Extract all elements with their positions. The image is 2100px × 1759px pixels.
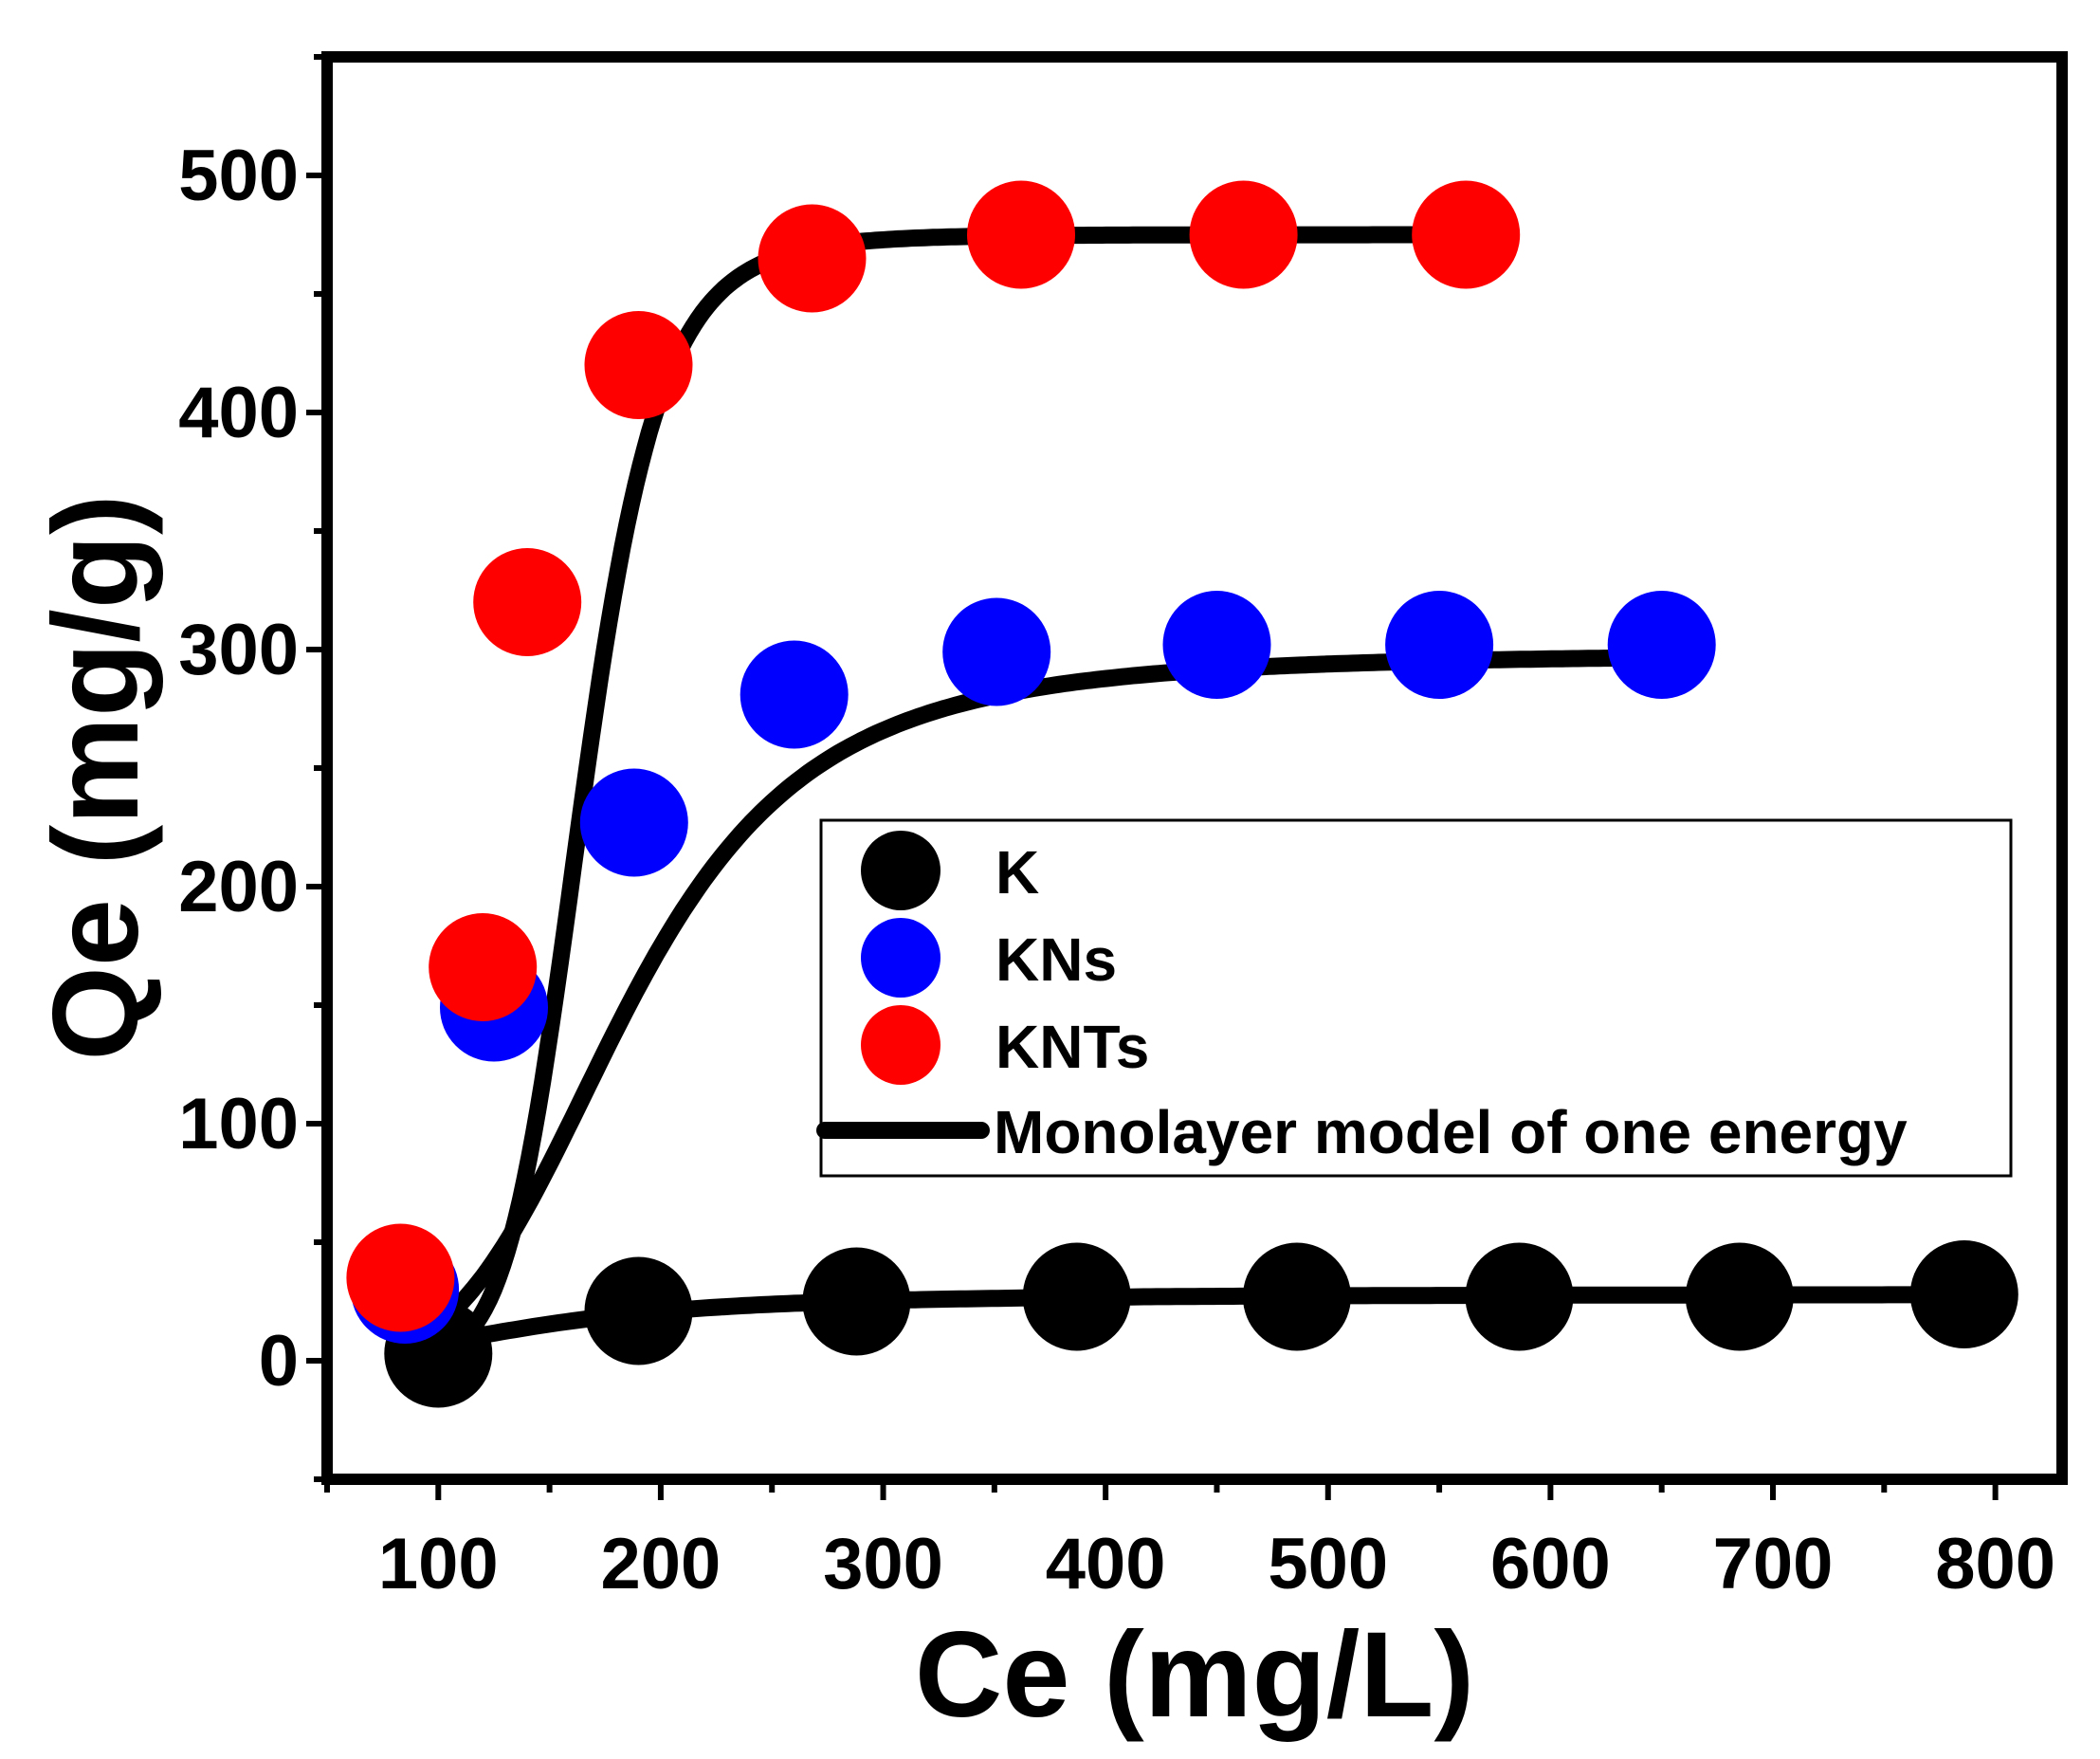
- legend-marker-kns: [861, 918, 940, 998]
- point-k: [1685, 1242, 1794, 1351]
- legend-box: [819, 818, 2013, 1178]
- point-knts: [1412, 180, 1521, 289]
- point-knts: [967, 180, 1075, 289]
- legend-marker-knts: [861, 1005, 940, 1085]
- point-knts: [346, 1223, 455, 1332]
- y-tick-label: 100: [178, 1084, 299, 1164]
- point-knts: [1189, 180, 1298, 289]
- legend: K KNs KNTs Monolayer model of one energy: [816, 818, 2013, 1178]
- point-k: [802, 1247, 911, 1356]
- legend-label-fit: Monolayer model of one energy: [994, 1098, 1908, 1166]
- x-tick-label: 400: [1046, 1524, 1166, 1604]
- x-tick-label: 800: [1935, 1524, 2055, 1604]
- y-tick-label: 0: [259, 1321, 299, 1402]
- point-kns: [1385, 591, 1494, 699]
- point-knts: [584, 311, 693, 419]
- axis-tick-labels: 100 200 300 400 500 600 700 800 0 100 200 300 400 500: [178, 136, 2055, 1604]
- y-tick-label: 400: [178, 373, 299, 453]
- point-kns: [740, 640, 849, 749]
- point-kns: [579, 768, 688, 877]
- point-k: [1022, 1242, 1131, 1351]
- x-axis-title: Ce (mg/L): [915, 1607, 1474, 1743]
- legend-label-knts: KNTs: [995, 1013, 1149, 1081]
- point-kns: [1162, 591, 1271, 699]
- y-axis-title: Qe (mg/g): [28, 494, 164, 1060]
- y-tick-label: 300: [178, 610, 299, 690]
- point-kns: [942, 597, 1051, 706]
- y-tick-label: 500: [178, 136, 299, 216]
- point-knts: [758, 204, 867, 313]
- point-k: [1909, 1240, 2018, 1348]
- point-k: [584, 1256, 693, 1365]
- legend-label-k: K: [995, 838, 1039, 907]
- point-k: [1242, 1242, 1351, 1351]
- legend-label-kns: KNs: [995, 925, 1117, 994]
- point-knts: [429, 913, 538, 1021]
- y-tick-label: 200: [178, 847, 299, 927]
- x-tick-label: 600: [1490, 1524, 1611, 1604]
- point-kns: [1607, 591, 1716, 699]
- data-points: [346, 180, 2018, 1408]
- x-tick-label: 100: [378, 1524, 499, 1604]
- point-knts: [473, 548, 582, 656]
- x-tick-label: 700: [1713, 1524, 1834, 1604]
- x-tick-label: 200: [601, 1524, 721, 1604]
- x-tick-label: 300: [823, 1524, 943, 1604]
- axis-ticks: [306, 54, 1999, 1500]
- point-k: [1465, 1242, 1574, 1351]
- legend-marker-k: [861, 831, 940, 910]
- fit-curve-knts: [392, 226, 1475, 1368]
- x-tick-label: 500: [1268, 1524, 1388, 1604]
